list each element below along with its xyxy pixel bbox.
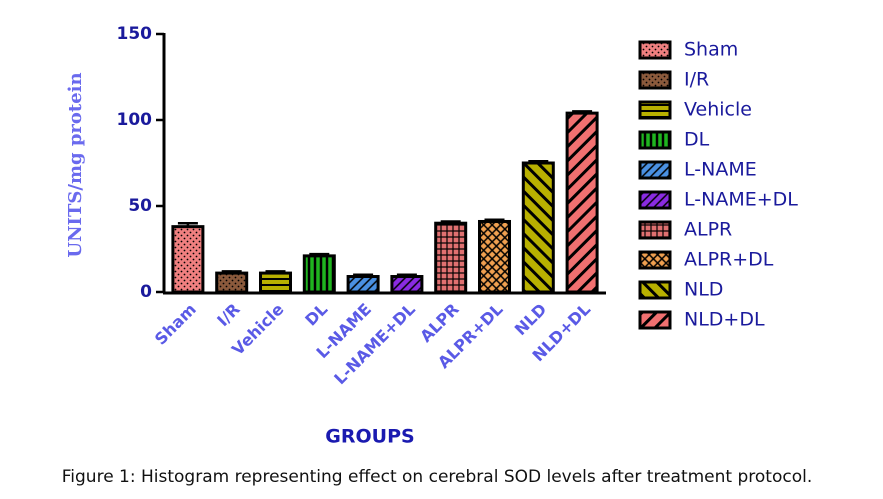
bar [478,219,511,294]
bar [521,161,555,294]
legend-label: ALPR+DL [684,249,774,271]
y-axis-label: UNITS/mg protein [65,72,86,257]
legend-label: NLD+DL [684,309,765,331]
bar [215,271,249,294]
legend-label: Vehicle [684,99,752,121]
legend-swatch [638,40,672,60]
x-tick-label: Sham [151,300,200,349]
legend-swatch [638,190,672,210]
legend-swatch [638,160,672,180]
legend-label: Sham [684,39,738,61]
legend-swatch [638,100,672,120]
y-tick-label: 0 [140,282,152,302]
legend-swatch [638,280,672,300]
x-tick-label: NLD [511,300,551,340]
legend-swatch [638,130,672,150]
legend-label: I/R [684,69,709,91]
legend-swatch [638,250,672,270]
legend-label: ALPR [684,219,732,241]
legend-swatch [638,310,672,330]
x-tick-label: I/R [213,300,243,330]
legend-swatch [638,70,672,90]
y-tick-label: 100 [117,110,153,130]
bar [390,275,424,294]
legend-swatch [638,220,672,240]
bar [259,271,292,294]
x-tick-label: DL [301,300,331,330]
bar [565,111,599,294]
bar [346,275,380,294]
y-tick-label: 50 [128,196,152,216]
legend-label: L-NAME+DL [684,189,798,211]
legend-label: NLD [684,279,723,301]
legend-label: DL [684,129,710,151]
y-tick-label: 150 [117,24,153,44]
x-axis-label: GROUPS [325,426,414,448]
legend-label: L-NAME [684,159,757,181]
caption: Figure 1: Histogram representing effect … [62,467,812,487]
bar [302,254,336,294]
bar [434,221,468,294]
bar [171,225,205,294]
